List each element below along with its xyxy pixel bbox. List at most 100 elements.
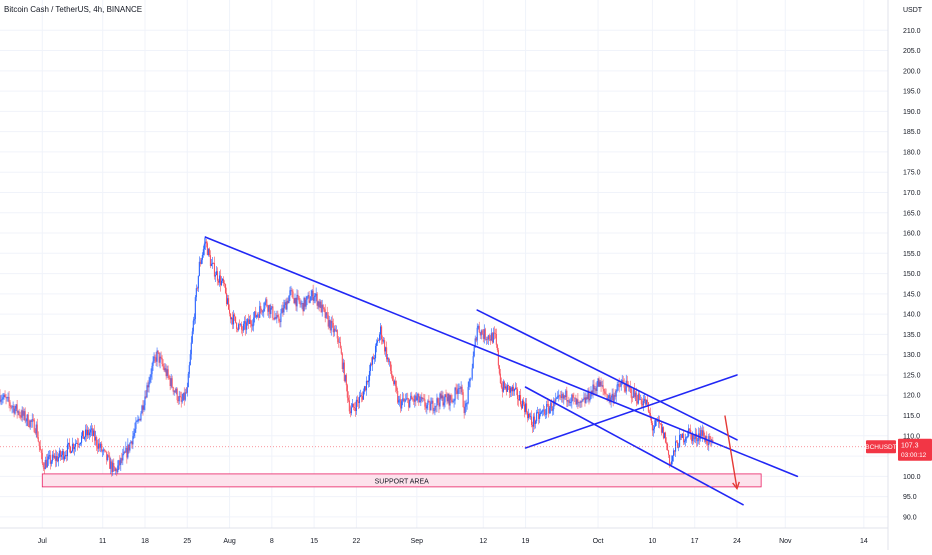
candle-body [558, 395, 560, 396]
candle-body [463, 406, 465, 414]
candle-body [166, 369, 168, 377]
support-area-box[interactable] [41, 473, 762, 488]
candle-body [703, 430, 705, 437]
candle-body [425, 406, 427, 409]
candle-body [88, 429, 90, 436]
candle-body [26, 414, 28, 421]
candle-body [344, 375, 346, 381]
candle-body [573, 397, 575, 399]
time-tick-label: Aug [223, 538, 236, 545]
candle-body [259, 306, 261, 318]
candle-body [494, 333, 496, 335]
candle-body [47, 456, 49, 460]
candle-body [125, 447, 127, 453]
candle-body [386, 347, 388, 360]
candle-body [8, 396, 10, 403]
candle-body [533, 416, 535, 427]
candle-body [439, 393, 441, 407]
candle-body [498, 365, 500, 374]
candle-body [158, 352, 160, 363]
candle-body [357, 401, 359, 403]
candle-body [421, 396, 423, 399]
candle-body [325, 312, 327, 318]
candle-body [536, 412, 538, 422]
candle-body [452, 401, 454, 402]
candle-body [30, 420, 32, 422]
candle-body [481, 330, 483, 334]
candle-body [637, 393, 639, 404]
candle-body [197, 275, 199, 289]
candle-body [371, 356, 374, 365]
candle-body [362, 391, 365, 400]
candle-body [232, 317, 234, 325]
candle-body [677, 441, 679, 448]
candle-body [262, 311, 264, 313]
candle-body [392, 375, 394, 381]
candle-body [144, 396, 146, 406]
candle-body [98, 443, 100, 449]
candle-body [257, 314, 259, 316]
descending-channel-bottom[interactable] [524, 386, 744, 506]
candle-body [684, 440, 686, 443]
candle-body [324, 309, 326, 318]
price-axis: USDT90.095.0100.0105.0110.0115.0120.0125… [887, 0, 923, 550]
ascending-trendline[interactable] [524, 374, 738, 449]
candle-body [303, 297, 305, 312]
candle-body [694, 438, 696, 440]
candle-body [168, 375, 170, 379]
candle-body [505, 386, 507, 392]
candle-body [190, 342, 192, 355]
candle-body [493, 332, 495, 334]
candle-body [667, 450, 670, 455]
candle-body [212, 262, 214, 264]
candle-body [9, 402, 11, 406]
candle-body [351, 403, 353, 408]
candle-body [104, 449, 106, 451]
candle-body [563, 395, 565, 399]
candle-body [128, 444, 130, 451]
candle-body [513, 388, 516, 392]
price-tick-label: 155.0 [903, 251, 921, 258]
candle-body [44, 460, 46, 470]
candle-body [301, 303, 303, 304]
candle-body [543, 409, 545, 411]
candle-body [607, 398, 609, 400]
candle-body [272, 306, 274, 319]
candle-body [60, 454, 62, 457]
candle-body [252, 325, 254, 327]
candle-body [330, 320, 332, 331]
candle-body [267, 306, 269, 312]
candle-body [480, 330, 482, 336]
candle-body [338, 341, 340, 343]
candle-body [113, 462, 115, 467]
candle-body [126, 447, 128, 458]
candle-body [456, 390, 458, 394]
time-tick-label: Jul [38, 538, 47, 545]
candle-body [398, 400, 400, 403]
candle-body [242, 329, 244, 331]
candle-body [53, 455, 55, 458]
price-tick-label: 90.0 [903, 514, 917, 521]
descending-trendline-upper[interactable] [204, 236, 799, 478]
candle-body [33, 419, 35, 433]
bearish-arrow[interactable] [724, 415, 738, 489]
candle-body [582, 399, 584, 402]
descending-channel-top[interactable] [476, 309, 738, 441]
candle-body [256, 315, 258, 318]
candle-body [193, 318, 195, 321]
candle-body [479, 332, 481, 336]
candle-body [622, 380, 624, 383]
candle-body [606, 394, 608, 400]
candle-body [654, 420, 656, 427]
candle-body [302, 303, 304, 312]
candle-body [423, 398, 425, 400]
candle-body [102, 450, 104, 452]
candle-body [419, 400, 421, 403]
candle-body [202, 249, 204, 256]
candle-body [260, 306, 262, 310]
candle-body [459, 388, 461, 389]
candle-body [25, 420, 27, 422]
candle-body [710, 437, 712, 442]
